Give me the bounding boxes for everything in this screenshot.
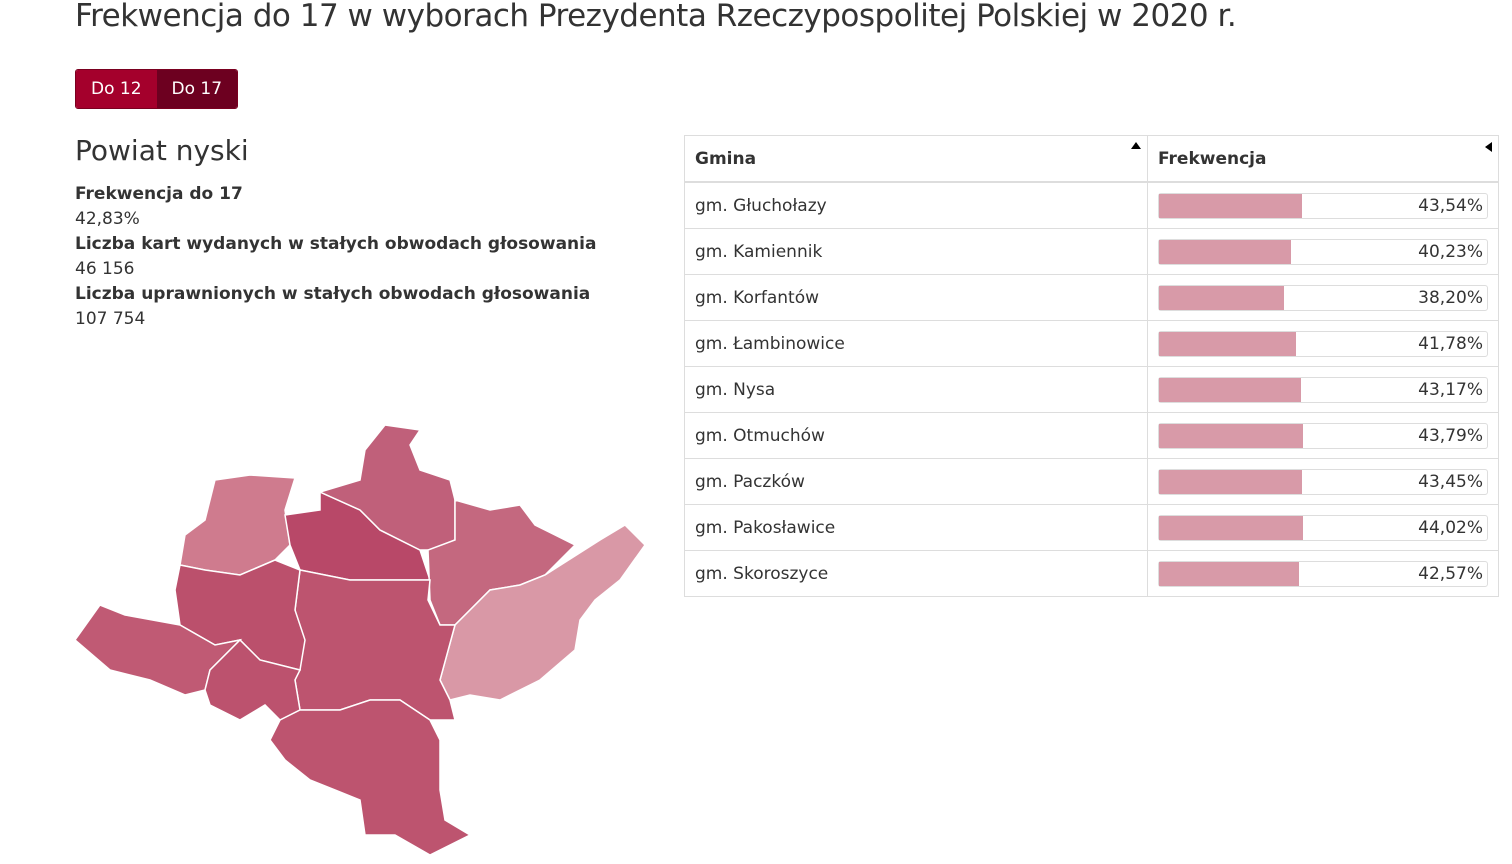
stat-value: 46 156: [75, 259, 135, 279]
stat-label: Liczba uprawnionych w stałych obwodach g…: [75, 284, 591, 304]
sort-icon: [1131, 142, 1141, 149]
table-body: gm. Głuchołazy 43,54% gm. Kamiennik 40,23% g…: [684, 181, 1499, 597]
column-header[interactable]: Gmina: [684, 135, 1148, 183]
table-row: gm. Korfantów 38,20%: [684, 274, 1499, 321]
table-row: gm. Pakosławice 44,02%: [684, 504, 1499, 551]
sort-icon: [1485, 142, 1492, 152]
button-active[interactable]: Do 17: [156, 70, 238, 108]
gmina-cell: gm. Głuchołazy: [684, 181, 1148, 229]
turnout-cell: 41,78%: [1147, 320, 1499, 367]
turnout-cell: 38,20%: [1147, 274, 1499, 321]
value-label: 42,57%: [1418, 563, 1483, 584]
value-label: 43,54%: [1418, 195, 1483, 216]
turnout-cell: 43,45%: [1147, 458, 1499, 505]
turnout-cell: 43,79%: [1147, 412, 1499, 459]
stats: Frekwencja do 17 42,83% Liczba kart wydany…: [75, 182, 596, 332]
value-label: 44,02%: [1418, 517, 1483, 538]
value-label: 43,45%: [1418, 471, 1483, 492]
bar-track: 43,17%: [1158, 376, 1488, 403]
table-row: gm. Paczków 43,45%: [684, 458, 1499, 505]
map-region[interactable]: [284, 490, 432, 581]
table-row: gm. Głuchołazy 43,54%: [684, 181, 1499, 229]
gmina-cell: gm. Nysa: [684, 366, 1148, 413]
stat-value: 42,83%: [75, 209, 140, 229]
bar-track: 42,57%: [1158, 560, 1488, 587]
bar: [1159, 239, 1291, 264]
bar: [1159, 377, 1301, 402]
map-region[interactable]: [439, 524, 646, 701]
bar: [1159, 469, 1302, 494]
bar-track: 43,45%: [1158, 468, 1488, 495]
bar-track: 38,20%: [1158, 284, 1488, 311]
bar-track: 44,02%: [1158, 514, 1488, 541]
value-label: 38,20%: [1418, 287, 1483, 308]
bar-track: 43,79%: [1158, 422, 1488, 449]
table-row: gm. Kamiennik 40,23%: [684, 228, 1499, 275]
bar: [1159, 193, 1302, 218]
turnout-cell: 44,02%: [1147, 504, 1499, 551]
map-region[interactable]: [317, 424, 456, 551]
column-header[interactable]: Frekwencja: [1147, 135, 1499, 183]
table-row: gm. Otmuchów 43,79%: [684, 412, 1499, 459]
table-row: gm. Łambinowice 41,78%: [684, 320, 1499, 367]
map-region[interactable]: [269, 699, 472, 856]
stat-label: Frekwencja do 17: [75, 184, 243, 204]
map-region[interactable]: [204, 638, 302, 721]
bar: [1159, 561, 1299, 586]
value-label: 41,78%: [1418, 333, 1483, 354]
gmina-cell: gm. Otmuchów: [684, 412, 1148, 459]
bar: [1159, 331, 1297, 356]
bar: [1159, 285, 1285, 310]
map-region[interactable]: [179, 474, 296, 576]
table-row: gm. Skoroszyce 42,57%: [684, 550, 1499, 597]
button-group: Do 12 Do 17: [75, 69, 239, 109]
summary-heading: Powiat nyski: [75, 134, 249, 167]
table: Gmina Frekwencja gm. Głuchołazy 43,54% gm.…: [684, 135, 1499, 597]
bar: [1159, 515, 1304, 540]
turnout-cell: 42,57%: [1147, 550, 1499, 597]
header-row: Gmina Frekwencja: [684, 135, 1499, 183]
gmina-cell: gm. Łambinowice: [684, 320, 1148, 367]
bar-track: 40,23%: [1158, 238, 1488, 265]
page-title: Frekwencja do 17 w wyborach Prezydenta R…: [75, 0, 1237, 34]
bar: [1159, 423, 1303, 448]
bar-track: 41,78%: [1158, 330, 1488, 357]
header-text: Gmina: [695, 148, 757, 169]
bar-track: 43,54%: [1158, 192, 1488, 219]
button[interactable]: Do 12: [76, 70, 157, 108]
map: [73, 424, 646, 856]
gmina-cell: gm. Skoroszyce: [684, 550, 1148, 597]
gmina-cell: gm. Paczków: [684, 458, 1148, 505]
gmina-cell: gm. Kamiennik: [684, 228, 1148, 275]
turnout-cell: 43,17%: [1147, 366, 1499, 413]
turnout-cell: 43,54%: [1147, 181, 1499, 229]
value-label: 43,79%: [1418, 425, 1483, 446]
stat-label: Liczba kart wydanych w stałych obwodach …: [75, 234, 597, 254]
turnout-cell: 40,23%: [1147, 228, 1499, 275]
table-row: gm. Nysa 43,17%: [684, 366, 1499, 413]
gmina-cell: gm. Korfantów: [684, 274, 1148, 321]
value-label: 40,23%: [1418, 241, 1483, 262]
header-text: Frekwencja: [1158, 148, 1267, 169]
gmina-cell: gm. Pakosławice: [684, 504, 1148, 551]
stat-value: 107 754: [75, 309, 146, 329]
value-label: 43,17%: [1418, 379, 1483, 400]
